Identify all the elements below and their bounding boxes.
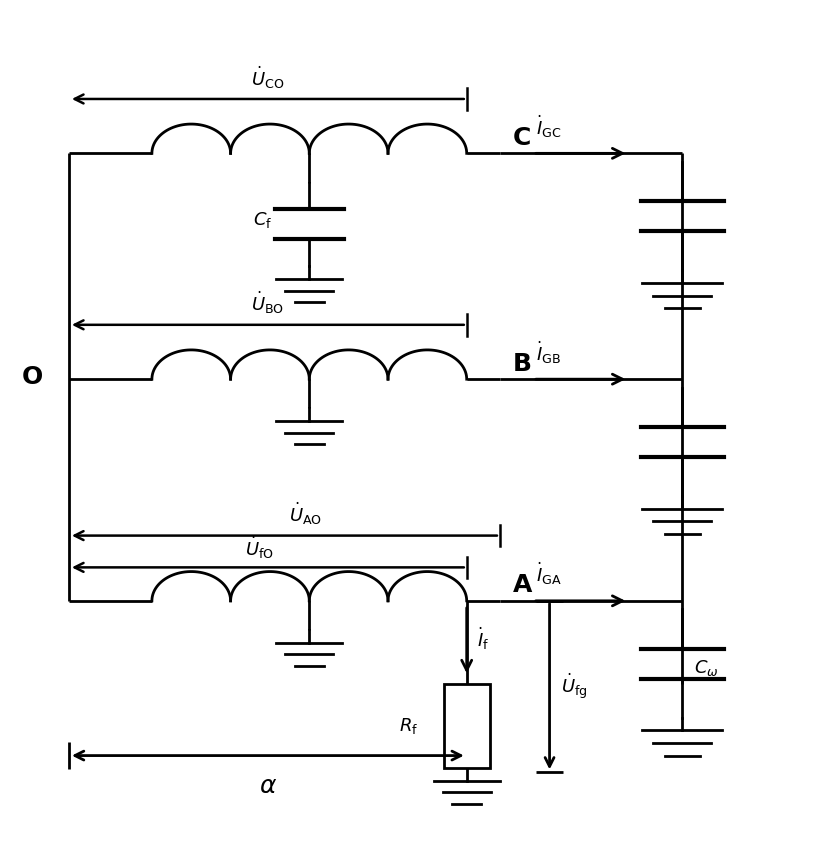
- Text: $\dot{I}_{\mathrm{f}}$: $\dot{I}_{\mathrm{f}}$: [478, 626, 490, 652]
- Text: $\dot{U}_{\mathrm{fg}}$: $\dot{U}_{\mathrm{fg}}$: [561, 672, 588, 701]
- Text: $C_{\omega}$: $C_{\omega}$: [694, 658, 718, 678]
- Text: $\dot{U}_{\mathrm{BO}}$: $\dot{U}_{\mathrm{BO}}$: [251, 290, 284, 317]
- Text: $C_{\mathrm{f}}$: $C_{\mathrm{f}}$: [253, 210, 272, 230]
- Text: B: B: [513, 352, 532, 376]
- Text: $\dot{I}_{\mathrm{GA}}$: $\dot{I}_{\mathrm{GA}}$: [536, 561, 562, 588]
- Text: A: A: [513, 573, 532, 598]
- Text: $\dot{U}_{\mathrm{fO}}$: $\dot{U}_{\mathrm{fO}}$: [245, 535, 274, 561]
- FancyBboxPatch shape: [444, 685, 490, 768]
- Text: $\dot{I}_{\mathrm{GB}}$: $\dot{I}_{\mathrm{GB}}$: [536, 339, 561, 365]
- Text: O: O: [22, 365, 43, 389]
- Text: $\dot{U}_{\mathrm{AO}}$: $\dot{U}_{\mathrm{AO}}$: [289, 501, 322, 527]
- Text: $\dot{U}_{\mathrm{CO}}$: $\dot{U}_{\mathrm{CO}}$: [251, 64, 284, 91]
- Text: $R_{\mathrm{f}}$: $R_{\mathrm{f}}$: [399, 717, 418, 736]
- Text: C: C: [513, 126, 531, 150]
- Text: $\dot{I}_{\mathrm{GC}}$: $\dot{I}_{\mathrm{GC}}$: [536, 114, 562, 140]
- Text: $\alpha$: $\alpha$: [259, 774, 277, 798]
